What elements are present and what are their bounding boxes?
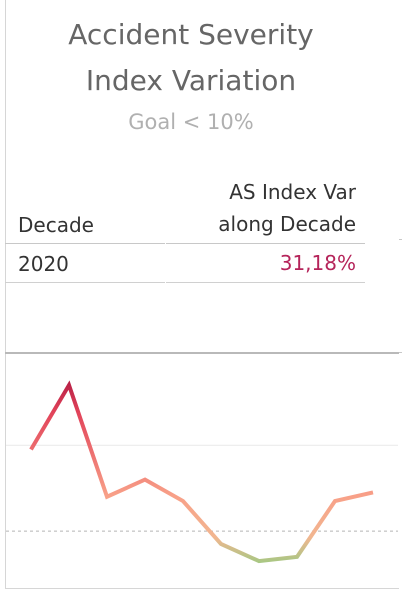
index-var-column-header: AS Index Var along Decade <box>218 176 356 240</box>
data-point[interactable] <box>139 474 151 486</box>
index-var-header-line2: along Decade <box>218 212 356 236</box>
data-point[interactable] <box>63 379 75 391</box>
data-point[interactable] <box>291 551 303 563</box>
data-point[interactable] <box>215 538 227 550</box>
data-point[interactable] <box>25 444 37 456</box>
row-divider-left <box>5 282 165 283</box>
series-line <box>29 380 374 564</box>
header-divider-left <box>5 243 165 244</box>
chart-title-line2: Index Variation <box>85 64 297 97</box>
data-point[interactable] <box>177 495 189 507</box>
decade-column-header: Decade <box>18 213 94 237</box>
right-tick-1 <box>399 239 402 240</box>
row-divider-right <box>166 282 365 283</box>
right-tick-2 <box>399 352 402 353</box>
data-point[interactable] <box>253 555 265 567</box>
data-point[interactable] <box>367 486 379 498</box>
table-row-decade: 2020 <box>18 252 69 276</box>
chart-top-divider <box>5 352 400 354</box>
data-point[interactable] <box>329 495 341 507</box>
chart-title-line1: Accident Severity <box>68 18 314 51</box>
index-var-header-line1: AS Index Var <box>229 180 356 204</box>
right-edge <box>399 0 402 592</box>
panel-outline <box>5 0 400 589</box>
table-row-value: 31,18% <box>279 251 356 275</box>
goal-subtitle: Goal < 10% <box>128 110 254 134</box>
header-divider-right <box>166 243 365 244</box>
data-point[interactable] <box>101 491 113 503</box>
